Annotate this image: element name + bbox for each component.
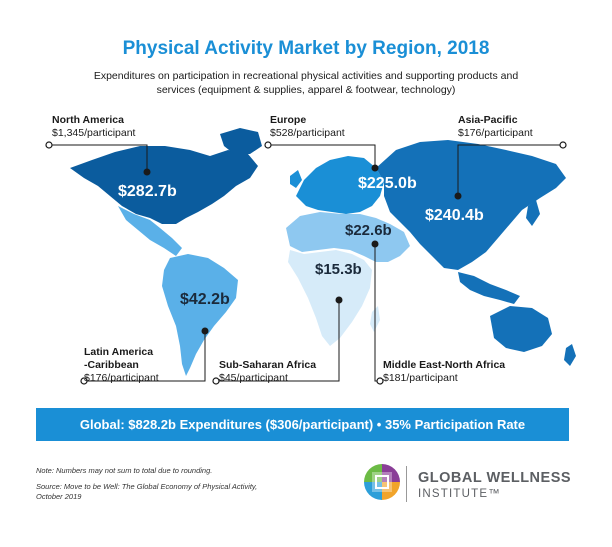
mena-name: Middle East-North Africa bbox=[383, 359, 506, 371]
north-america-value: $282.7b bbox=[118, 183, 177, 200]
australia-shape bbox=[490, 306, 552, 352]
page-subtitle: Expenditures on participation in recreat… bbox=[93, 70, 519, 96]
sub-saharan-africa-marker bbox=[335, 296, 343, 304]
sub-saharan-africa-per-participant: $45/participant bbox=[219, 372, 288, 384]
logo-name-line1: GLOBAL WELLNESS bbox=[418, 470, 572, 486]
global-summary-bar: Global: $828.2b Expenditures ($306/parti… bbox=[36, 408, 569, 441]
uk-shape bbox=[290, 170, 302, 188]
asia-pacific-value: $240.4b bbox=[425, 207, 484, 224]
asia-pacific-marker bbox=[454, 192, 462, 200]
north-america-callout-line bbox=[49, 144, 148, 172]
new-zealand-shape bbox=[564, 344, 576, 366]
latin-america-name-line2: -Caribbean bbox=[84, 359, 139, 371]
europe-region[interactable] bbox=[296, 156, 384, 214]
footnote: Note: Numbers may not sum to total due t… bbox=[36, 466, 213, 475]
latin-america-label: Latin America -Caribbean $176/participan… bbox=[84, 346, 159, 385]
sub-saharan-africa-name: Sub-Saharan Africa bbox=[219, 359, 317, 371]
latin-america-value: $42.2b bbox=[180, 291, 230, 308]
southeast-asia-shape bbox=[458, 272, 520, 304]
latin-america-per-participant: $176/participant bbox=[84, 372, 159, 384]
mena-per-participant: $181/participant bbox=[383, 372, 458, 384]
mena-marker bbox=[371, 240, 379, 248]
europe-marker bbox=[371, 164, 379, 172]
north-america-label: North America $1,345/participant bbox=[52, 114, 135, 140]
asia-pacific-callout-line bbox=[457, 144, 563, 196]
mena-region[interactable] bbox=[286, 212, 410, 262]
europe-callout-end bbox=[264, 141, 272, 149]
sub-saharan-africa-callout-end bbox=[212, 377, 220, 385]
sub-saharan-africa-region[interactable] bbox=[288, 250, 372, 346]
latin-america-callout-line bbox=[84, 331, 206, 382]
greenland-shape bbox=[220, 128, 262, 154]
mena-label: Middle East-North Africa $181/participan… bbox=[383, 359, 505, 385]
latin-america-marker bbox=[201, 327, 209, 335]
gwi-logo-icon bbox=[364, 464, 400, 500]
sub-saharan-africa-label: Sub-Saharan Africa $45/participant bbox=[219, 359, 316, 385]
europe-per-participant: $528/participant bbox=[270, 127, 345, 139]
north-america-name: North America bbox=[52, 114, 124, 126]
mena-value: $22.6b bbox=[345, 222, 392, 239]
latin-america-callout-end bbox=[80, 377, 88, 385]
sub-saharan-africa-callout-line bbox=[216, 300, 340, 382]
europe-callout-line bbox=[268, 144, 376, 168]
north-america-marker bbox=[143, 168, 151, 176]
logo-name-line2: INSTITUTE™ bbox=[418, 488, 501, 500]
source-line-1: Source: Move to be Well: The Global Econ… bbox=[36, 482, 258, 491]
europe-value: $225.0b bbox=[358, 175, 417, 192]
north-america-callout-end bbox=[45, 141, 53, 149]
latin-america-name-line1: Latin America bbox=[84, 346, 154, 358]
north-america-region[interactable] bbox=[70, 146, 258, 224]
mena-callout-end bbox=[376, 377, 384, 385]
latin-america-region[interactable] bbox=[162, 254, 238, 376]
europe-name: Europe bbox=[270, 114, 307, 126]
source-line-2: October 2019 bbox=[36, 492, 82, 501]
europe-label: Europe $528/participant bbox=[270, 114, 345, 140]
asia-pacific-per-participant: $176/participant bbox=[458, 127, 533, 139]
asia-pacific-callout-end bbox=[559, 141, 567, 149]
north-america-per-participant: $1,345/participant bbox=[52, 127, 136, 139]
asia-pacific-label: Asia-Pacific $176/participant bbox=[458, 114, 533, 140]
central-america-shape bbox=[118, 206, 182, 256]
logo-divider bbox=[406, 466, 407, 502]
japan-shape bbox=[526, 200, 540, 226]
asia-pacific-name: Asia-Pacific bbox=[458, 114, 518, 126]
page-title: Physical Activity Market by Region, 2018 bbox=[122, 38, 490, 59]
sub-saharan-africa-value: $15.3b bbox=[315, 261, 362, 278]
asia-pacific-region[interactable] bbox=[376, 140, 566, 270]
